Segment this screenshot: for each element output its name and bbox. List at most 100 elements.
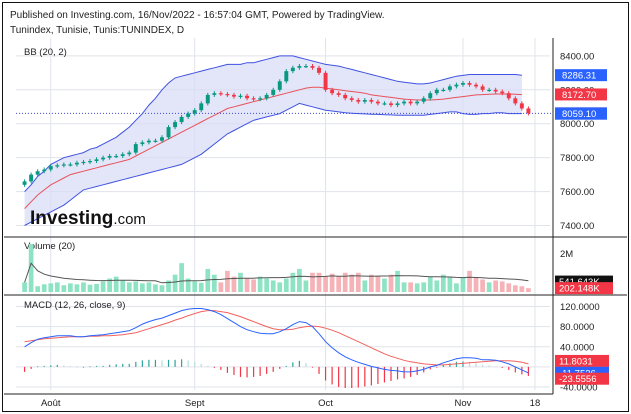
watermark-main: Investing: [30, 208, 113, 229]
macd-histogram-bar: [154, 359, 157, 367]
volume-bar: [310, 272, 315, 292]
candle-body: [428, 93, 433, 99]
macd-histogram-bar: [102, 365, 104, 367]
volume-bar: [297, 268, 302, 292]
price-tick-label: 7600.00: [560, 187, 594, 198]
candle-body: [192, 110, 197, 114]
macd-histogram-bar: [462, 361, 464, 367]
volume-bar: [329, 273, 335, 292]
macd-histogram-bar: [161, 360, 163, 367]
macd-histogram-bar: [468, 361, 471, 367]
volume-bar: [107, 278, 112, 292]
volume-bar: [427, 276, 433, 292]
volume-bar: [179, 263, 184, 292]
volume-bar: [251, 279, 256, 292]
volume-bar: [512, 285, 518, 292]
volume-bar: [54, 282, 60, 292]
macd-histogram-bar: [148, 359, 150, 367]
price-badge: [555, 88, 607, 101]
macd-histogram-bar: [128, 363, 130, 367]
candle-body: [232, 94, 236, 97]
candle-body: [356, 99, 361, 102]
candle-body: [506, 93, 511, 99]
candle-body: [474, 84, 479, 87]
macd-histogram-bar: [226, 366, 229, 373]
volume-bar: [434, 280, 440, 292]
volume-bar: [35, 286, 41, 292]
candle-body: [264, 94, 269, 99]
macd-histogram-bar: [377, 366, 379, 384]
volume-bar: [369, 274, 374, 292]
volume-bar: [440, 274, 446, 292]
macd-line: [24, 308, 529, 374]
macd-histogram-bar: [266, 366, 268, 374]
volume-bar: [473, 277, 479, 292]
candle-body: [55, 165, 60, 167]
volume-bar: [447, 276, 453, 292]
volume-bar: [408, 282, 413, 292]
volume-bar: [140, 283, 145, 292]
volume-bar: [159, 285, 165, 292]
volume-bar: [499, 281, 505, 292]
candle-body: [330, 89, 335, 94]
bollinger-upper-line: [24, 55, 522, 192]
candle-body: [245, 95, 250, 99]
macd-histogram-bar: [370, 366, 372, 386]
volume-bar: [100, 281, 106, 292]
macd-badge: [555, 354, 609, 367]
candle-body: [271, 89, 276, 95]
volume-bar: [41, 284, 47, 292]
macd-histogram-bar: [63, 365, 65, 367]
macd-histogram-bar: [56, 364, 58, 367]
candle-body: [166, 127, 171, 138]
macd-histogram-bar: [292, 362, 294, 367]
macd-histogram-bar: [390, 366, 392, 381]
volume-bar: [401, 282, 407, 292]
macd-histogram-bar: [429, 366, 431, 370]
candle-body: [179, 116, 184, 123]
volume-bar: [68, 283, 73, 292]
volume-bar: [519, 286, 525, 292]
volume-bar: [238, 272, 243, 292]
candle-body: [186, 113, 191, 117]
price-badge-label: 8286.31: [562, 71, 596, 82]
candle-body: [461, 83, 465, 85]
volume-bar: [257, 276, 263, 292]
macd-histogram-bar: [501, 366, 503, 368]
candle-body: [382, 103, 387, 105]
volume-bar: [382, 278, 387, 292]
candle-body: [362, 99, 367, 102]
candle-body: [74, 162, 79, 165]
volume-bar: [323, 276, 328, 292]
volume-bar: [126, 282, 132, 292]
macd-histogram-bar: [279, 366, 281, 369]
volume-bar: [231, 276, 237, 292]
volume-bar: [218, 282, 224, 292]
volume-bar: [336, 276, 342, 292]
candle-body: [160, 137, 164, 141]
macd-histogram-bar: [95, 365, 98, 367]
volume-bar: [526, 288, 531, 292]
candle-body: [343, 94, 348, 99]
symbol-line: Tunindex, Tunisie, Tunis:TUNINDEX, D: [10, 25, 185, 36]
volume-bar: [467, 270, 472, 292]
candle-body: [133, 144, 138, 153]
volume-bar: [28, 243, 34, 292]
volume-bar: [74, 284, 80, 292]
macd-histogram-bar: [213, 366, 215, 368]
volume-bar: [493, 280, 499, 292]
time-tick-label: 18: [530, 398, 541, 409]
macd-histogram-bar: [23, 366, 26, 372]
macd-histogram-bar: [135, 361, 137, 367]
bollinger-lower-line: [24, 102, 522, 226]
macd-tick-label: -40.0000: [560, 382, 598, 393]
volume-bar: [460, 277, 466, 292]
investing-watermark: Investing.com: [30, 208, 146, 229]
candle-body: [61, 164, 66, 166]
volume-bar: [486, 282, 492, 292]
macd-histogram-bar: [396, 366, 399, 380]
price-tick-label: 8400.00: [560, 51, 594, 62]
macd-histogram-bar: [37, 366, 39, 368]
candle-body: [480, 86, 485, 90]
price-badge-label: 8172.70: [562, 90, 596, 101]
